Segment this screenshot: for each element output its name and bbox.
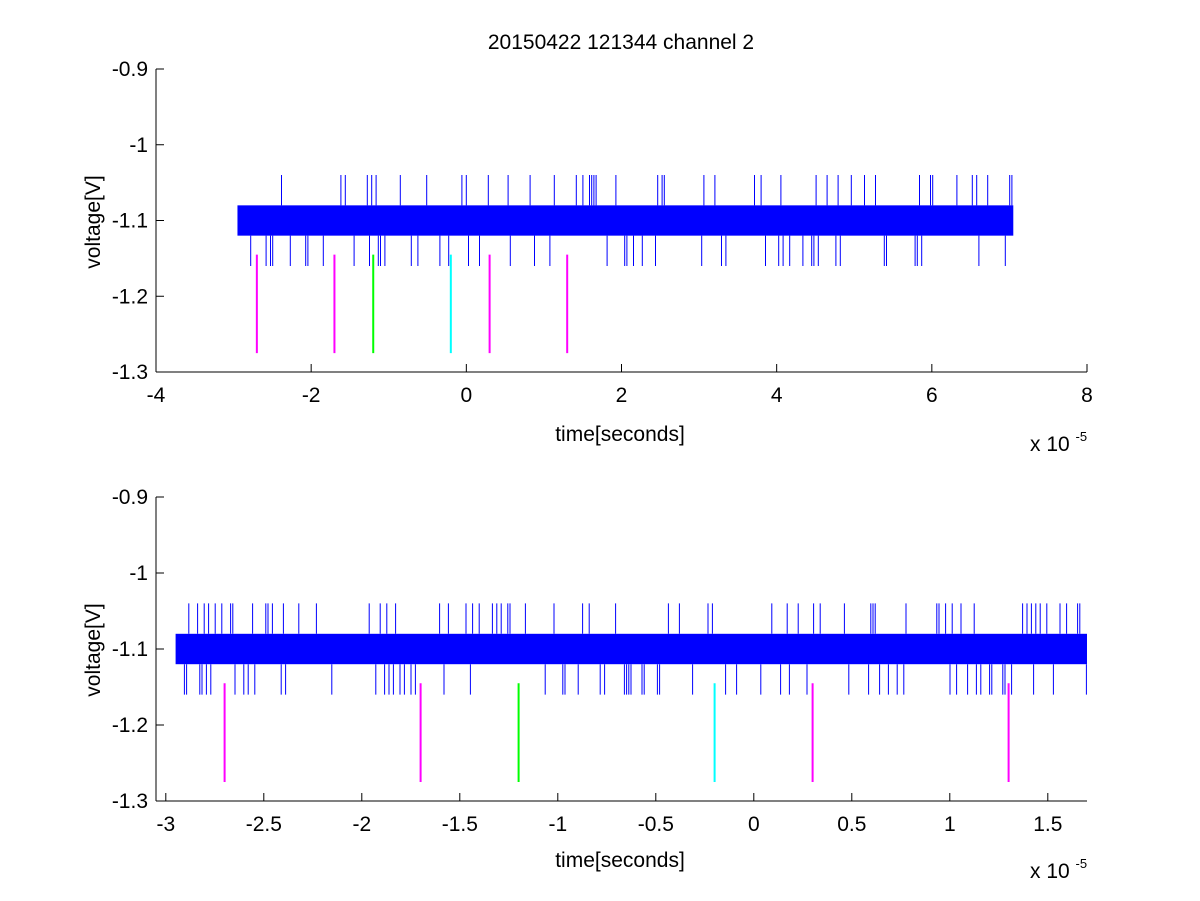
subplot-bottom: -3 -2.5 -2 -1.5 -1 -0.5 0 0.5 1 1.5 -1.3 -1.2 -1.1 -1… <box>82 486 1087 883</box>
x-exponent-power-top: -5 <box>1076 429 1088 444</box>
x-tick-label: 8 <box>1081 384 1093 407</box>
y-tick-label: -0.9 <box>112 58 148 81</box>
y-tick-label: -0.9 <box>112 486 148 509</box>
signal-trace-bottom <box>175 603 1088 695</box>
x-tick-label: -2.5 <box>246 813 282 836</box>
y-axis-label-bottom: voltage[V] <box>82 603 105 696</box>
y-tick-label: -1 <box>129 562 148 585</box>
y-tick-label: -1.1 <box>112 210 148 233</box>
x-exponent-bottom: x 10 -5 <box>1030 856 1087 883</box>
y-tick-label: -1.3 <box>112 790 148 813</box>
x-tick-label: 0.5 <box>837 813 866 836</box>
x-tick-label: 6 <box>926 384 938 407</box>
x-axis-label-bottom: time[seconds] <box>555 849 685 872</box>
y-tick-label: -1.2 <box>112 714 148 737</box>
x-exponent-top: x 10 -5 <box>1030 429 1087 456</box>
event-markers-top <box>255 254 569 354</box>
x-exponent-base-top: x 10 <box>1030 433 1070 456</box>
y-tick-label: -1.1 <box>112 638 148 661</box>
x-tick-label: -4 <box>147 384 166 407</box>
x-tick-label: 0 <box>748 813 760 836</box>
x-tick-label: -2 <box>302 384 321 407</box>
figure-title: 20150422 121344 channel 2 <box>488 31 754 54</box>
y-tick-label: -1 <box>129 134 148 157</box>
x-exponent-base-bottom: x 10 <box>1030 860 1070 883</box>
y-tick-label: -1.3 <box>112 361 148 384</box>
x-tick-label: -1 <box>548 813 567 836</box>
x-tick-label: 4 <box>771 384 783 407</box>
signal-spikes <box>183 603 1087 695</box>
x-exponent-power-bottom: -5 <box>1076 856 1088 871</box>
x-axis-label-top: time[seconds] <box>555 423 685 446</box>
signal-spikes <box>250 175 1013 266</box>
x-tick-label: 1.5 <box>1033 813 1062 836</box>
x-tick-label: -3 <box>156 813 175 836</box>
x-tick-label: -2 <box>352 813 371 836</box>
x-tick-label: 2 <box>616 384 628 407</box>
axes-top: -4 -2 0 2 4 6 8 -1.3 -1.2 -1.1 -1 -0.9 <box>112 58 1093 407</box>
event-markers-bottom <box>223 683 1010 782</box>
y-tick-label: -1.2 <box>112 285 148 308</box>
x-tick-label: 1 <box>944 813 956 836</box>
subplot-top: -4 -2 0 2 4 6 8 -1.3 -1.2 -1.1 -1 -0.9 voltage[V] t… <box>82 58 1093 456</box>
signal-band <box>237 205 1014 236</box>
axes-bottom: -3 -2.5 -2 -1.5 -1 -0.5 0 0.5 1 1.5 -1.3 -1.2 -1.1 -1… <box>112 486 1087 836</box>
signal-band <box>175 633 1088 665</box>
x-tick-label: -1.5 <box>442 813 478 836</box>
x-tick-label: 0 <box>460 384 472 407</box>
x-tick-label: -0.5 <box>638 813 674 836</box>
signal-trace-top <box>237 175 1014 266</box>
y-axis-label-top: voltage[V] <box>82 175 105 268</box>
